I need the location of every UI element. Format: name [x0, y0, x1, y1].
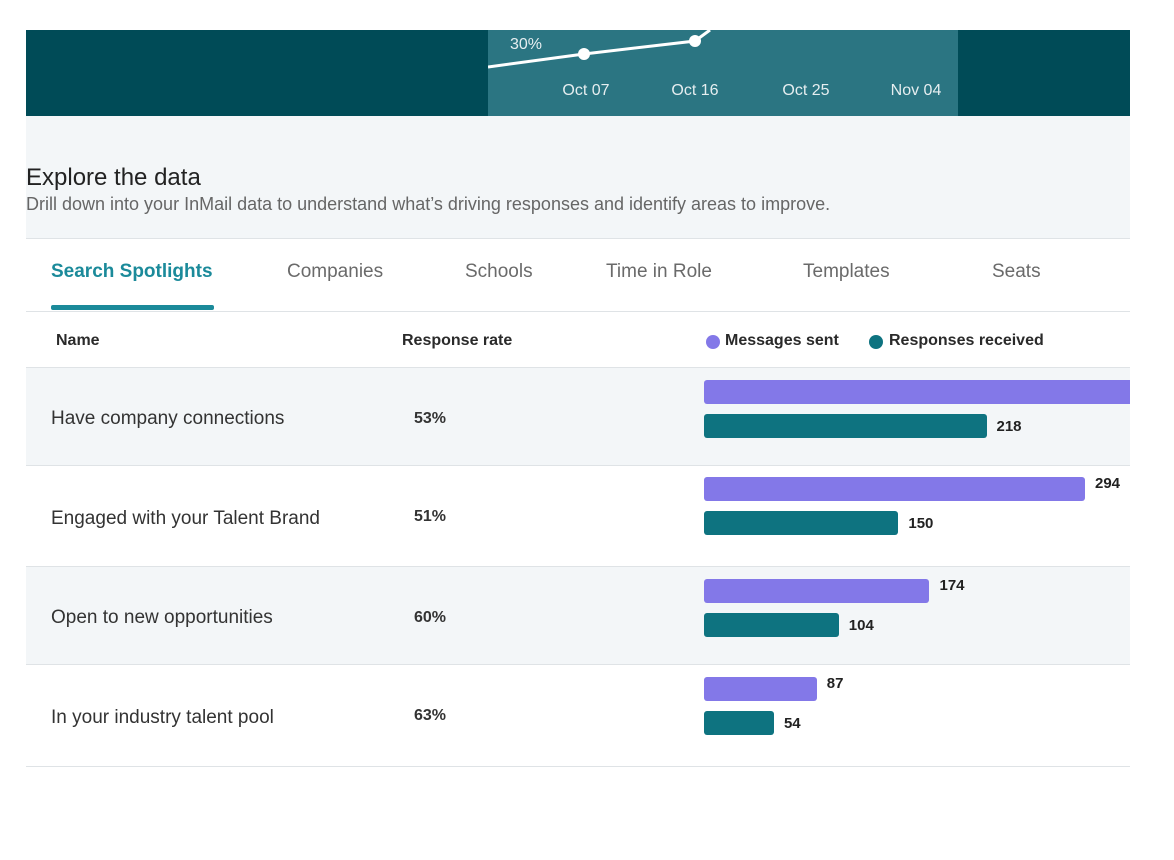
row-name: Engaged with your Talent Brand: [51, 508, 320, 529]
row-response-rate: 60%: [414, 609, 447, 626]
legend-label-received: Responses received: [889, 332, 1044, 349]
legend-swatch-sent: [706, 335, 720, 349]
responses-received-value: 150: [908, 515, 934, 532]
responses-received-value: 54: [783, 715, 801, 732]
row-name: In your industry talent pool: [51, 707, 274, 728]
row-response-rate: 53%: [414, 410, 447, 427]
tab-schools[interactable]: Schools: [465, 261, 533, 282]
table-row[interactable]: Engaged with your Talent Brand 51% 294 1…: [26, 466, 1130, 567]
column-header-name[interactable]: Name: [56, 332, 100, 349]
responses-received-bar[interactable]: [704, 414, 987, 438]
section-subtitle: Drill down into your InMail data to unde…: [26, 194, 831, 214]
tab-templates[interactable]: Templates: [803, 261, 890, 282]
table-row[interactable]: Open to new opportunities 60% 174 104: [26, 567, 1130, 665]
tab-seats[interactable]: Seats: [992, 261, 1041, 282]
row-name: Have company connections: [51, 408, 285, 429]
y-axis-label: 30%: [510, 36, 542, 53]
messages-sent-bar[interactable]: [704, 380, 1130, 404]
messages-sent-bar[interactable]: [704, 477, 1085, 501]
x-tick-label: Oct 16: [671, 82, 718, 99]
trend-point[interactable]: [578, 48, 590, 60]
x-tick-label: Oct 07: [562, 82, 609, 99]
table-row[interactable]: In your industry talent pool 63% 87 54: [26, 665, 1130, 767]
table-row[interactable]: Have company connections 53% 218: [26, 368, 1130, 466]
x-tick-label: Nov 04: [891, 82, 942, 99]
responses-received-bar[interactable]: [704, 613, 839, 637]
legend-swatch-received: [869, 335, 883, 349]
tab-companies[interactable]: Companies: [287, 261, 384, 282]
messages-sent-bar[interactable]: [704, 677, 817, 701]
row-name: Open to new opportunities: [51, 607, 273, 628]
row-response-rate: 63%: [414, 707, 447, 724]
table-header: Name Response rate Messages sent Respons…: [26, 312, 1130, 368]
section-title: Explore the data: [26, 164, 201, 191]
responses-received-bar[interactable]: [704, 711, 774, 735]
tab-bar: Search Spotlights Companies Schools Time…: [26, 239, 1130, 312]
active-tab-indicator: [51, 305, 214, 310]
trend-chart-strip: 30% Oct 07 Oct 16 Oct 25 Nov 04: [26, 30, 1130, 116]
trend-point[interactable]: [689, 35, 701, 47]
column-header-response-rate[interactable]: Response rate: [402, 332, 513, 349]
tab-time-in-role[interactable]: Time in Role: [606, 261, 712, 282]
responses-received-bar[interactable]: [704, 511, 899, 535]
response-rate-trend-chart: 30% Oct 07 Oct 16 Oct 25 Nov 04: [488, 30, 958, 116]
messages-sent-bar[interactable]: [704, 579, 930, 603]
tab-search-spotlights[interactable]: Search Spotlights: [51, 261, 213, 282]
row-response-rate: 51%: [414, 508, 447, 525]
legend-label-sent: Messages sent: [725, 332, 839, 349]
x-tick-label: Oct 25: [782, 82, 829, 99]
responses-received-value: 218: [996, 418, 1022, 435]
responses-received-value: 104: [848, 617, 874, 634]
messages-sent-value: 87: [826, 675, 844, 692]
explore-section: Explore the data Drill down into your In…: [26, 116, 1130, 239]
trend-line: [488, 30, 711, 69]
analytics-panel: 30% Oct 07 Oct 16 Oct 25 Nov 04 Explore …: [26, 30, 1130, 768]
messages-sent-value: 174: [939, 577, 965, 594]
messages-sent-value: 294: [1095, 475, 1121, 492]
chart-highlight-region: [488, 30, 958, 116]
